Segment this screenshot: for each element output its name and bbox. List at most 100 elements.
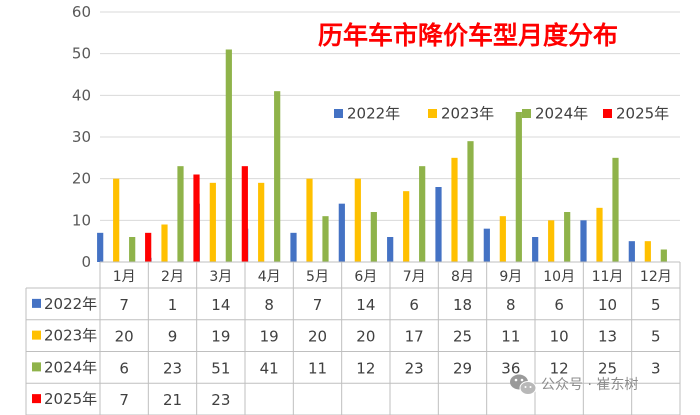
legend-key xyxy=(334,109,343,118)
legend-label: 2022年 xyxy=(347,105,400,123)
x-category-label: 4月 xyxy=(258,269,281,285)
bar-2024年-4月 xyxy=(274,91,281,262)
table-cell-value: 20 xyxy=(308,328,327,346)
table-cell-value: 14 xyxy=(356,296,375,314)
bar-2023年-12月 xyxy=(644,241,651,262)
table-cell-value: 18 xyxy=(453,296,472,314)
table-cell-value: 10 xyxy=(550,328,569,346)
table-cell-value: 7 xyxy=(119,391,129,409)
bar-2022年-12月 xyxy=(628,241,635,262)
x-category-label: 10月 xyxy=(543,269,575,285)
table-cell-value: 41 xyxy=(260,359,279,377)
x-category-label: 3月 xyxy=(209,269,232,285)
table-cell-value: 6 xyxy=(119,359,129,377)
x-category-label: 1月 xyxy=(113,269,136,285)
watermark-text: 公众号 · 崔东树 xyxy=(541,377,638,393)
wechat-icon xyxy=(510,374,537,395)
table-cell-value: 5 xyxy=(651,296,661,314)
y-axis-ticks: 0 10 20 30 40 50 60 xyxy=(72,3,91,271)
bar-2024年-9月 xyxy=(515,112,522,262)
bar-2023年-2月 xyxy=(161,224,168,262)
bar-2023年-10月 xyxy=(548,220,555,262)
legend-key xyxy=(603,109,612,118)
table-cell-value: 3 xyxy=(651,359,661,377)
bar-2025年-2月 xyxy=(193,174,200,262)
legend: 2022年 2023年 2024年 2025年 xyxy=(334,105,669,123)
table-cell-value: 23 xyxy=(405,359,424,377)
watermark: 公众号 · 崔东树 xyxy=(510,374,638,395)
table-cell-value: 8 xyxy=(264,296,274,314)
table-cell-value: 6 xyxy=(554,296,564,314)
bar-2023年-6月 xyxy=(354,178,361,262)
bars xyxy=(97,49,667,262)
chart-title: 历年车市降价车型月度分布 xyxy=(318,21,618,50)
table-cell-value: 23 xyxy=(163,359,182,377)
table-cell-value: 36 xyxy=(501,359,520,377)
table-cell-value: 1 xyxy=(168,296,178,314)
x-category-label: 6月 xyxy=(354,269,377,285)
table-cell-value: 7 xyxy=(313,296,323,314)
bar-2023年-9月 xyxy=(499,216,506,262)
table-legend-key xyxy=(32,298,41,308)
bar-2024年-8月 xyxy=(467,141,474,262)
bar-2023年-11月 xyxy=(596,207,603,262)
bar-2024年-6月 xyxy=(370,212,377,262)
legend-label: 2023年 xyxy=(441,105,494,123)
bar-2023年-8月 xyxy=(451,157,458,262)
y-tick-label: 60 xyxy=(72,3,91,21)
table-cell-value: 11 xyxy=(308,359,327,377)
table-cell-value: 25 xyxy=(453,328,472,346)
table-cell-value: 20 xyxy=(356,328,375,346)
table-cell-value: 51 xyxy=(211,359,230,377)
table-series-name: 2023年 xyxy=(44,327,97,345)
table-cell-value: 19 xyxy=(211,328,230,346)
bar-2024年-1月 xyxy=(129,237,136,262)
bar-2022年-7月 xyxy=(387,237,394,262)
table-cell-value: 17 xyxy=(405,328,424,346)
bar-2023年-3月 xyxy=(209,182,216,262)
table-cell-value: 14 xyxy=(211,296,230,314)
table-cell-value: 10 xyxy=(598,296,617,314)
table-legend-key xyxy=(32,330,41,340)
table-cell-value: 9 xyxy=(168,328,178,346)
y-tick-label: 0 xyxy=(81,253,91,271)
table-series-name: 2022年 xyxy=(44,295,97,313)
table-legend-key xyxy=(32,362,41,372)
x-category-label: 12月 xyxy=(640,269,672,285)
table-cell-value: 20 xyxy=(115,328,134,346)
legend-label: 2024年 xyxy=(535,105,588,123)
x-category-label: 11月 xyxy=(592,269,624,285)
table-cell-value: 12 xyxy=(356,359,375,377)
bar-2022年-8月 xyxy=(435,187,442,262)
bar-2024年-11月 xyxy=(612,157,619,262)
bar-2022年-5月 xyxy=(290,232,297,262)
bar-2024年-2月 xyxy=(177,166,184,262)
x-category-label: 2月 xyxy=(161,269,184,285)
table-cell-value: 23 xyxy=(211,391,230,409)
table-cell-value: 29 xyxy=(453,359,472,377)
bar-2023年-7月 xyxy=(403,191,410,262)
bar-2023年-5月 xyxy=(306,178,313,262)
table-cell-value: 25 xyxy=(598,359,617,377)
bar-2024年-3月 xyxy=(225,49,232,262)
table-series-name: 2024年 xyxy=(44,358,97,376)
legend-key xyxy=(522,109,531,118)
bar-2022年-6月 xyxy=(338,203,345,262)
table-cell-value: 19 xyxy=(260,328,279,346)
legend-label: 2025年 xyxy=(616,105,669,123)
x-category-label: 5月 xyxy=(306,269,329,285)
bar-2025年-1月 xyxy=(145,232,152,262)
bar-2024年-5月 xyxy=(322,216,329,262)
bar-2024年-10月 xyxy=(564,212,571,262)
bar-2022年-10月 xyxy=(532,237,539,262)
bar-2022年-1月 xyxy=(97,232,104,262)
table-series-name: 2025年 xyxy=(44,390,97,408)
bar-2023年-4月 xyxy=(258,182,265,262)
table-cell-value: 7 xyxy=(119,296,129,314)
bar-2022年-11月 xyxy=(580,220,587,262)
table-cell-value: 6 xyxy=(409,296,419,314)
bar-2023年-1月 xyxy=(113,178,120,262)
y-tick-label: 20 xyxy=(72,170,91,188)
y-tick-label: 40 xyxy=(72,86,91,104)
